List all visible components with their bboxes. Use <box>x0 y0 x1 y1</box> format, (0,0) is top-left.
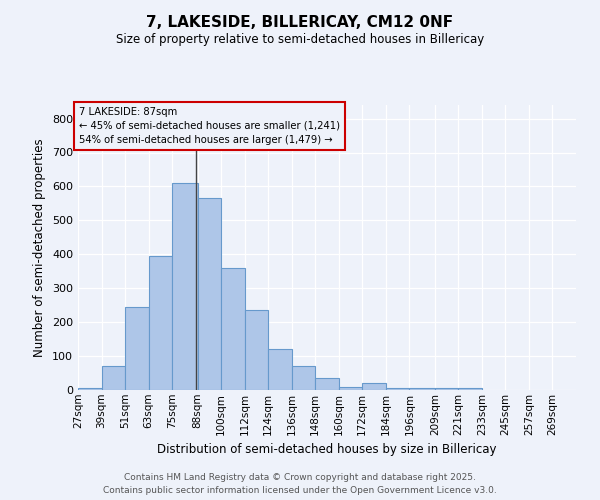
Text: Contains HM Land Registry data © Crown copyright and database right 2025.
Contai: Contains HM Land Registry data © Crown c… <box>103 474 497 495</box>
Bar <box>268 350 292 390</box>
Bar <box>292 366 315 390</box>
Bar <box>197 198 221 390</box>
Bar <box>435 388 458 390</box>
Bar <box>245 310 268 390</box>
Bar <box>221 268 245 390</box>
Bar <box>315 378 339 390</box>
Y-axis label: Number of semi-detached properties: Number of semi-detached properties <box>34 138 46 357</box>
Bar <box>362 383 386 390</box>
Text: Size of property relative to semi-detached houses in Billericay: Size of property relative to semi-detach… <box>116 32 484 46</box>
Bar <box>386 388 409 390</box>
Bar <box>339 386 362 390</box>
Bar <box>125 307 149 390</box>
Text: 7, LAKESIDE, BILLERICAY, CM12 0NF: 7, LAKESIDE, BILLERICAY, CM12 0NF <box>146 15 454 30</box>
X-axis label: Distribution of semi-detached houses by size in Billericay: Distribution of semi-detached houses by … <box>157 443 497 456</box>
Bar <box>149 256 172 390</box>
Bar <box>172 183 197 390</box>
Bar <box>409 388 435 390</box>
Text: 7 LAKESIDE: 87sqm
← 45% of semi-detached houses are smaller (1,241)
54% of semi-: 7 LAKESIDE: 87sqm ← 45% of semi-detached… <box>79 106 340 144</box>
Bar <box>458 388 482 390</box>
Bar <box>101 366 125 390</box>
Bar <box>78 388 101 390</box>
